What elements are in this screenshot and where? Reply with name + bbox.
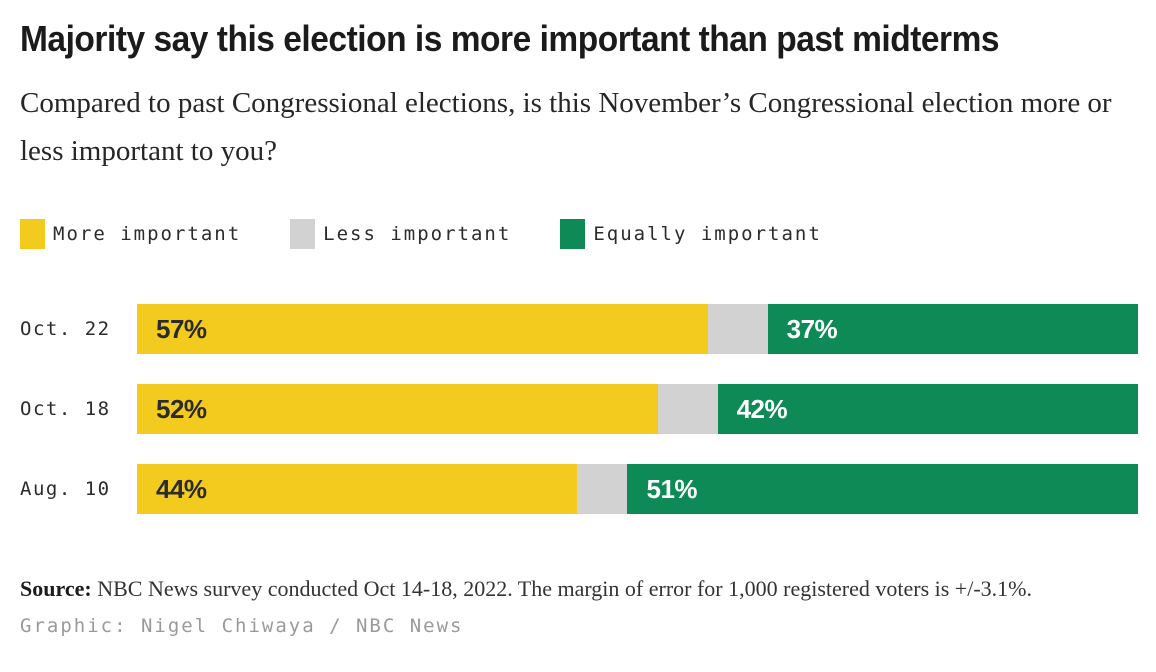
stacked-bar: 57% 37%	[137, 304, 1138, 355]
bar-segment-less-important	[707, 304, 768, 355]
bar-value-label: 51%	[646, 473, 698, 504]
bar-segment-equally-important: 42%	[717, 384, 1138, 435]
legend-label-more-important: More important	[53, 223, 242, 246]
legend-item-more-important: More important	[20, 219, 242, 250]
chart-subtitle: Compared to past Congressional elections…	[20, 87, 1112, 167]
stacked-bar: 52% 42%	[137, 384, 1138, 435]
stacked-bar: 44% 51%	[137, 464, 1138, 515]
bar-row-oct-22: Oct. 22 57% 37%	[20, 304, 1138, 355]
legend-swatch-equally-important	[560, 219, 586, 250]
legend: More important Less important Equally im…	[20, 219, 1138, 250]
bar-value-label: 42%	[736, 393, 788, 424]
source-note: Source: NBC News survey conducted Oct 14…	[20, 574, 1138, 603]
legend-item-equally-important: Equally important	[560, 219, 822, 250]
bar-segment-more-important: 57%	[137, 304, 708, 355]
stacked-bar-chart: Oct. 22 57% 37% Oct. 18 52% 42%	[20, 304, 1138, 515]
bar-value-label: 52%	[156, 393, 207, 424]
chart-card: Majority say this election is more impor…	[20, 18, 1138, 638]
bar-segment-equally-important: 37%	[767, 304, 1138, 355]
legend-item-less-important: Less important	[290, 219, 512, 250]
bar-value-label: 37%	[786, 313, 838, 344]
legend-label-less-important: Less important	[323, 223, 512, 246]
bar-row-aug-10: Aug. 10 44% 51%	[20, 464, 1138, 515]
source-text: NBC News survey conducted Oct 14-18, 202…	[91, 576, 1032, 602]
bar-value-label: 57%	[156, 313, 207, 344]
category-label: Oct. 22	[20, 318, 111, 341]
legend-swatch-more-important	[20, 219, 45, 250]
bar-row-oct-18: Oct. 18 52% 42%	[20, 384, 1138, 435]
legend-swatch-less-important	[290, 219, 316, 250]
category-label: Aug. 10	[20, 478, 111, 501]
bar-segment-more-important: 44%	[137, 464, 578, 515]
bar-value-label: 44%	[156, 473, 207, 504]
bar-segment-less-important	[657, 384, 718, 435]
graphic-credit: Graphic: Nigel Chiwaya / NBC News	[20, 615, 464, 638]
bar-segment-less-important	[577, 464, 628, 515]
category-label: Oct. 18	[20, 398, 111, 421]
bar-segment-more-important: 52%	[137, 384, 658, 435]
bar-segment-equally-important: 51%	[627, 464, 1138, 515]
source-label: Source:	[20, 576, 92, 602]
legend-label-equally-important: Equally important	[593, 223, 822, 246]
page-title: Majority say this election is more impor…	[20, 18, 1000, 59]
